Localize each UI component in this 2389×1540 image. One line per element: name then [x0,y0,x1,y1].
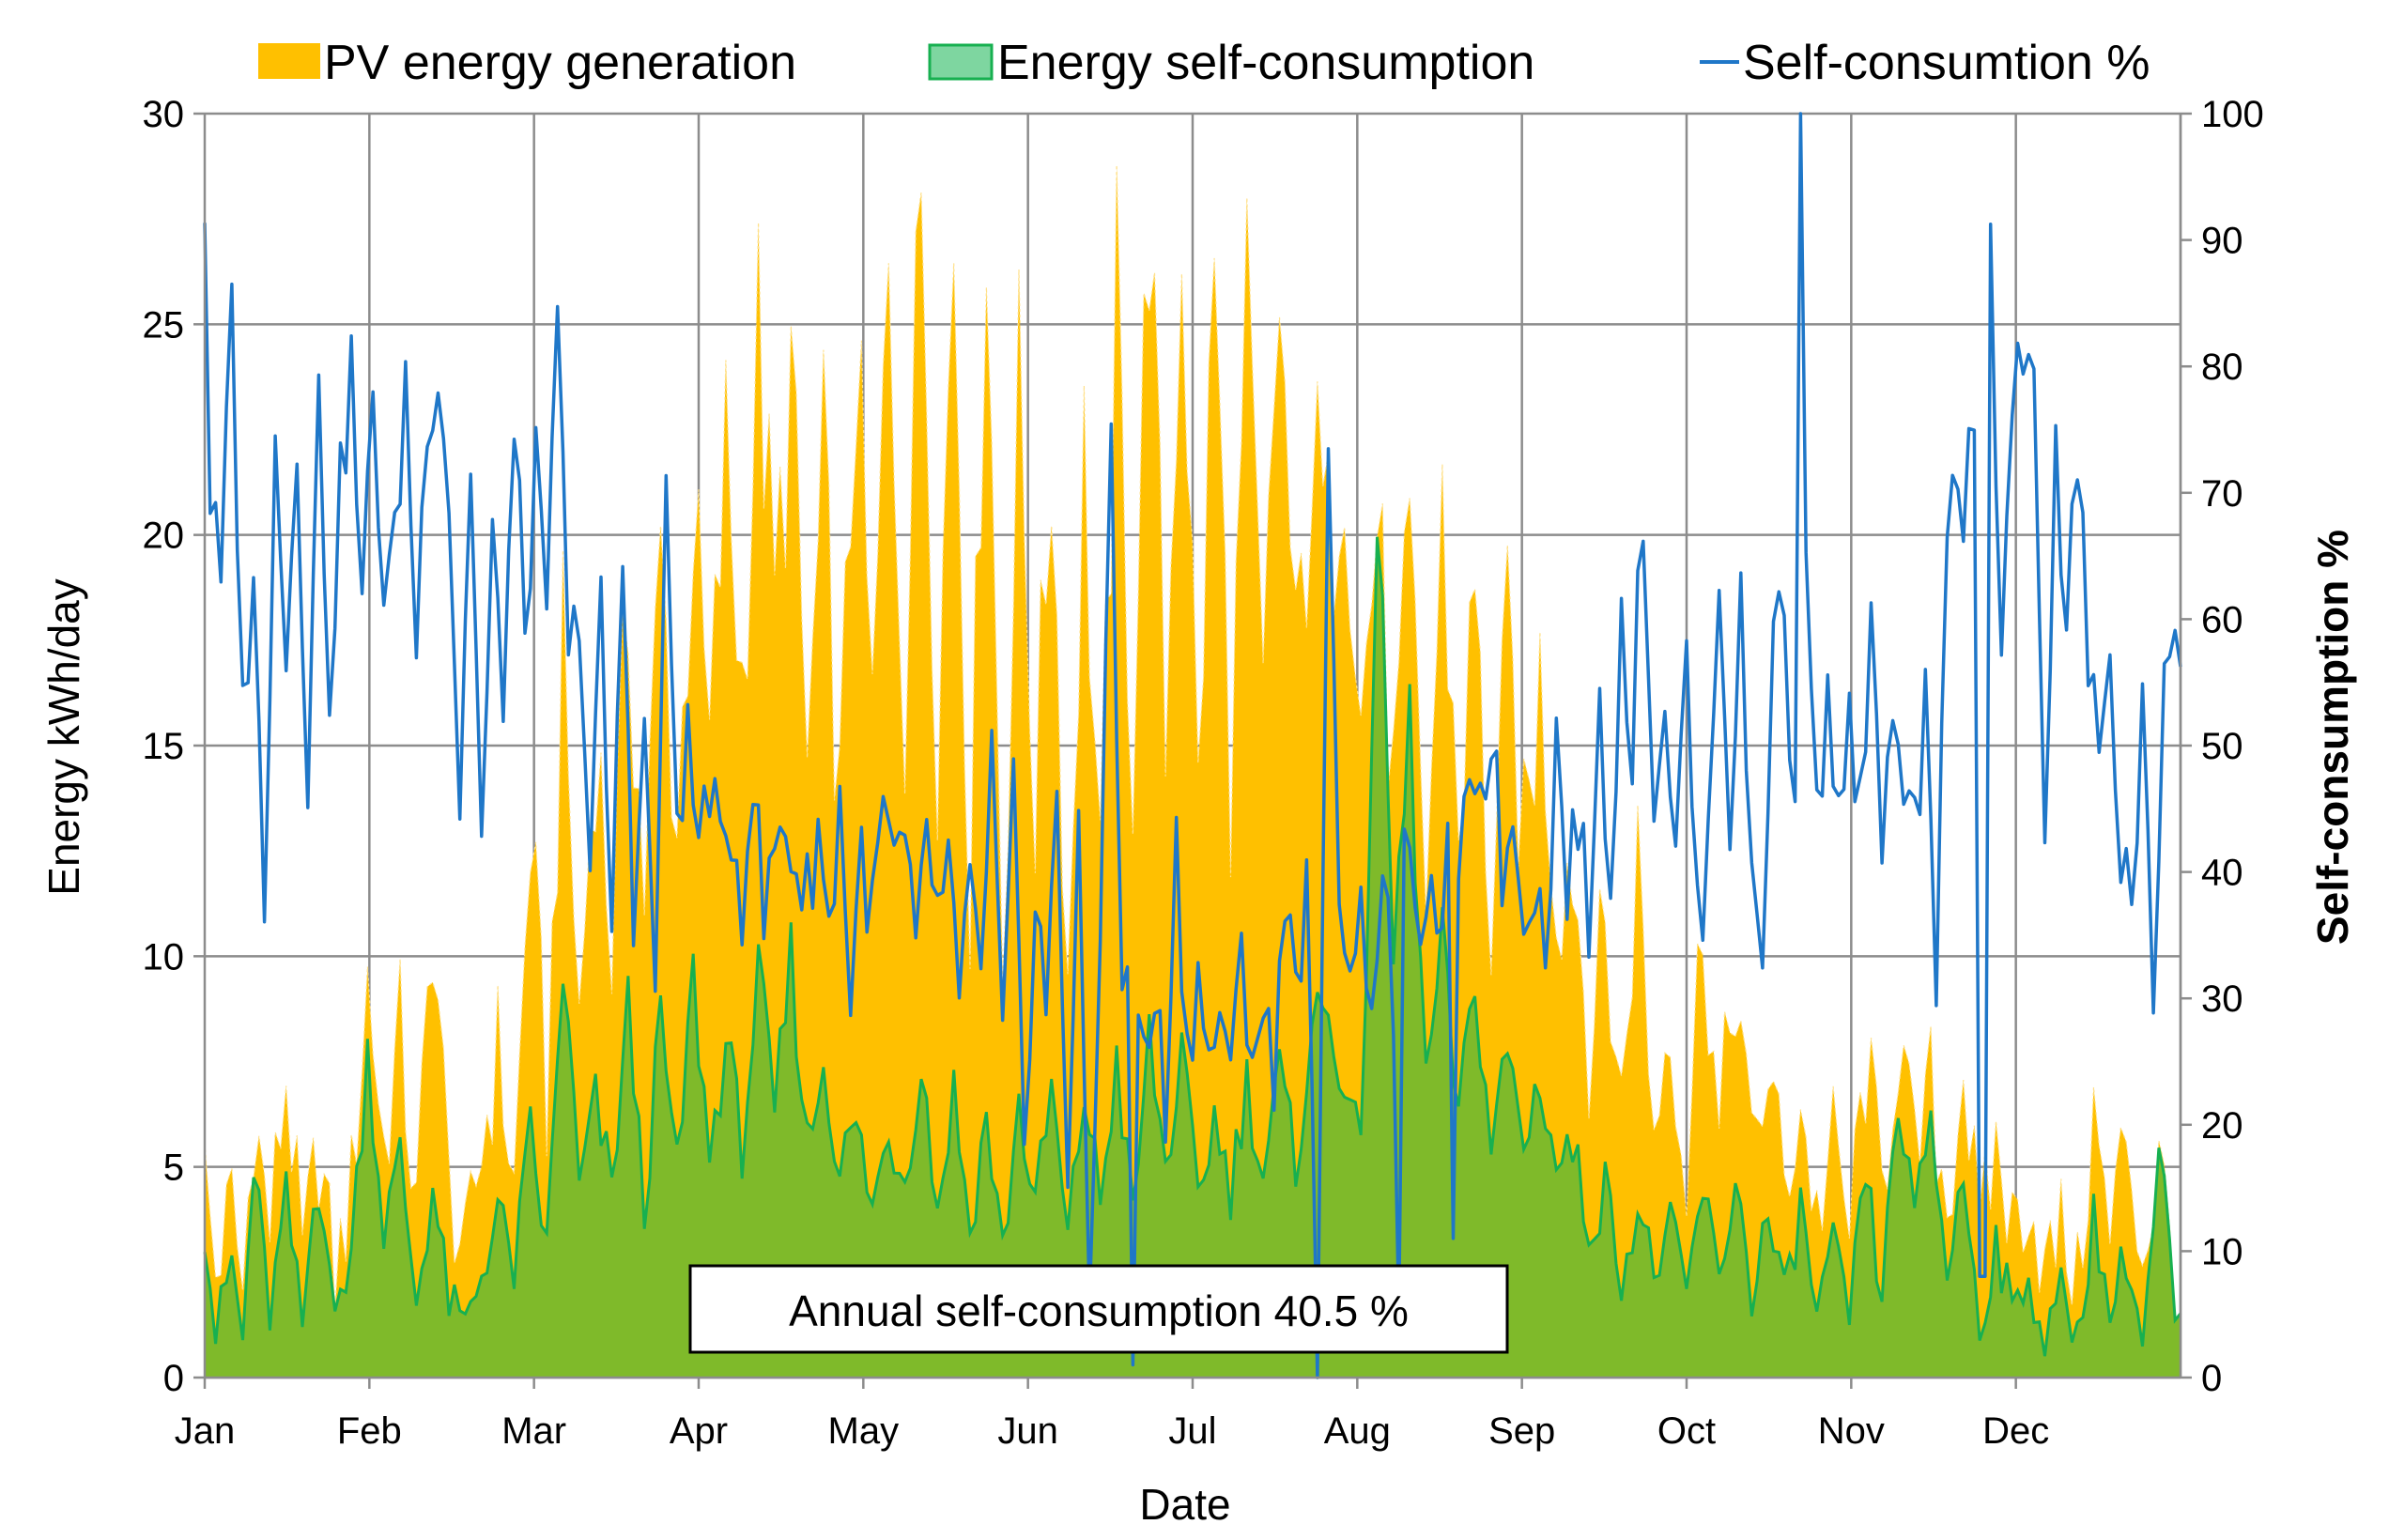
legend-label-self-consumption-percent: Self-consumtion % [1743,36,2150,90]
line-series [203,112,2182,1379]
right-tick-label: 40 [2201,853,2243,894]
left-tick-label: 10 [143,936,185,978]
legend-swatch-self-consumption-energy [928,43,994,81]
annotation-box: Annual self-consumption 40.5 % [688,1264,1509,1354]
left-tick-label: 30 [143,94,185,135]
month-tick-label: Aug [1324,1410,1391,1452]
x-axis-month-ticks: Jan Feb Mar Apr May Jun Jul Aug Sep Oct Nov Dec [175,1378,2049,1452]
right-axis-ticks: 0 10 20 30 40 50 60 70 80 90 100 [2181,94,2264,1399]
month-tick-label: Nov [1818,1410,1885,1452]
left-axis-label: Energy kWh/day [39,578,88,895]
month-tick-label: Jan [175,1410,236,1452]
left-tick-label: 25 [143,304,185,346]
right-tick-label: 100 [2201,94,2264,135]
right-tick-label: 60 [2201,599,2243,640]
legend-item-pv-generation: PV energy generation [258,36,796,90]
right-tick-label: 0 [2201,1358,2222,1399]
month-tick-label: Mar [501,1410,566,1452]
month-tick-label: Apr [670,1410,728,1452]
right-tick-label: 70 [2201,473,2243,515]
month-tick-label: Dec [1982,1410,2049,1452]
left-tick-label: 20 [143,516,185,557]
month-tick-label: Jul [1168,1410,1216,1452]
self-consumption-percent-line [203,112,2182,1379]
area-series [203,164,2182,1378]
left-tick-label: 15 [143,726,185,767]
legend-label-pv-generation: PV energy generation [324,36,796,90]
legend-swatch-pv-generation [258,43,320,79]
self-consumption-edge [203,536,2182,1357]
right-axis-label: Self-consumption % [2308,530,2357,945]
right-tick-label: 10 [2201,1231,2243,1272]
month-tick-label: May [828,1410,900,1452]
legend: PV energy generation Energy self-consump… [258,36,2150,90]
self-consumption-area [205,536,2181,1378]
left-axis-ticks: 0 5 10 15 20 25 30 [143,94,205,1399]
left-tick-label: 0 [163,1358,184,1399]
legend-item-self-consumption-percent: Self-consumtion % [1700,36,2150,90]
month-tick-label: Jun [997,1410,1058,1452]
left-tick-label: 5 [163,1147,184,1189]
month-tick-label: Sep [1488,1410,1555,1452]
annotation-frame [688,1264,1509,1354]
pv-generation-edge [204,164,2181,1322]
legend-label-self-consumption-energy: Energy self-consumption [997,36,1534,90]
annotation-text: Annual self-consumption 40.5 % [789,1286,1409,1335]
x-axis-label: Date [1139,1480,1230,1529]
right-tick-label: 30 [2201,978,2243,1020]
right-tick-label: 80 [2201,346,2243,388]
month-tick-label: Oct [1657,1410,1716,1452]
right-tick-label: 20 [2201,1105,2243,1147]
right-tick-label: 50 [2201,726,2243,767]
month-tick-label: Feb [337,1410,402,1452]
legend-item-self-consumption-energy: Energy self-consumption [928,36,1534,90]
right-tick-label: 90 [2201,221,2243,262]
